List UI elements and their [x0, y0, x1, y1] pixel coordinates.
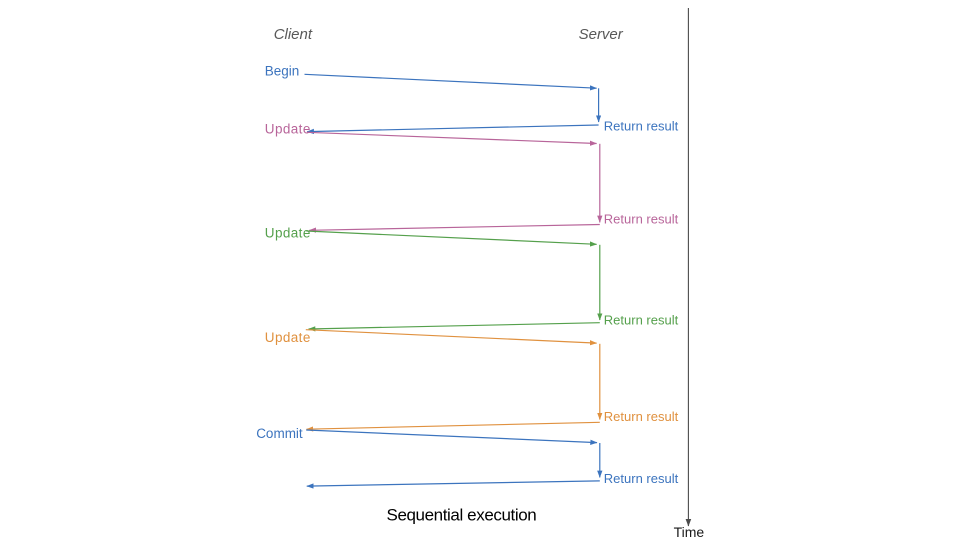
svg-text:Return result: Return result	[604, 471, 679, 486]
svg-text:Client: Client	[274, 26, 313, 43]
svg-text:Time: Time	[674, 524, 705, 540]
svg-text:Update: Update	[265, 226, 311, 241]
svg-text:Update: Update	[265, 330, 311, 345]
svg-text:Server: Server	[579, 26, 624, 43]
svg-text:Update: Update	[265, 121, 311, 136]
svg-text:Return result: Return result	[604, 312, 679, 327]
svg-text:Commit: Commit	[256, 426, 303, 441]
svg-text:Return result: Return result	[604, 211, 679, 226]
svg-text:Return result: Return result	[604, 119, 679, 134]
svg-text:Return result: Return result	[604, 409, 679, 424]
svg-text:Sequential execution: Sequential execution	[387, 506, 537, 525]
svg-text:Begin: Begin	[265, 64, 300, 79]
